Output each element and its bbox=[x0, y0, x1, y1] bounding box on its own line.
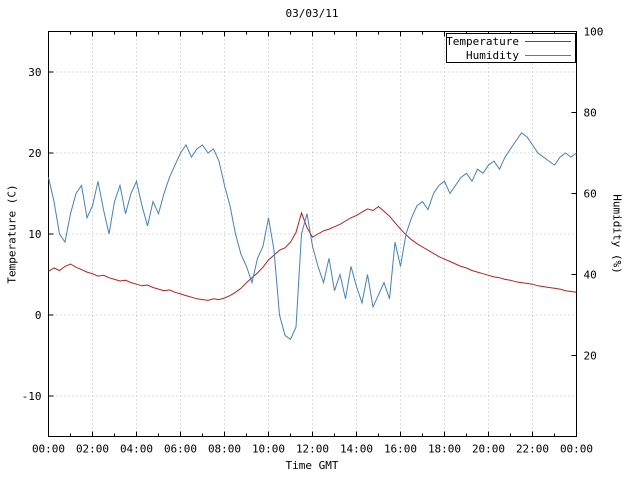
x-tick-label: 08:00 bbox=[208, 443, 241, 456]
x-tick-label: 12:00 bbox=[296, 443, 329, 456]
legend-box bbox=[446, 33, 576, 63]
x-tick-label: 00:00 bbox=[560, 443, 593, 456]
x-axis-label: Time GMT bbox=[285, 459, 339, 472]
x-tick-label: 00:00 bbox=[32, 443, 65, 456]
series-temperature bbox=[48, 205, 577, 301]
y-right-tick-label: 60 bbox=[584, 188, 597, 201]
x-tick-label: 06:00 bbox=[164, 443, 197, 456]
chart-title: 03/03/11 bbox=[285, 7, 339, 20]
x-tick-label: 20:00 bbox=[472, 443, 505, 456]
y-right-tick-label: 40 bbox=[584, 269, 597, 282]
x-tick-label: 18:00 bbox=[428, 443, 461, 456]
y-left-tick-label: 0 bbox=[35, 309, 42, 322]
legend-label-humidity: Humidity bbox=[466, 49, 519, 62]
x-tick-label: 22:00 bbox=[516, 443, 549, 456]
series-humidity bbox=[48, 132, 577, 341]
y-right-tick-label: 20 bbox=[584, 350, 597, 363]
y-left-tick-label: 10 bbox=[28, 228, 41, 241]
y-right-tick-label: 80 bbox=[584, 107, 597, 120]
x-tick-label: 04:00 bbox=[120, 443, 153, 456]
x-tick-label: 02:00 bbox=[76, 443, 109, 456]
y-right-tick-label: 100 bbox=[584, 26, 604, 39]
x-tick-label: 14:00 bbox=[340, 443, 373, 456]
y-left-tick-label: 20 bbox=[28, 147, 41, 160]
y-left-tick-label: 30 bbox=[28, 66, 41, 79]
x-tick-label: 16:00 bbox=[384, 443, 417, 456]
x-tick-label: 10:00 bbox=[252, 443, 285, 456]
y-left-tick-label: -10 bbox=[22, 390, 42, 403]
legend-label-temperature: Temperature bbox=[446, 35, 519, 48]
